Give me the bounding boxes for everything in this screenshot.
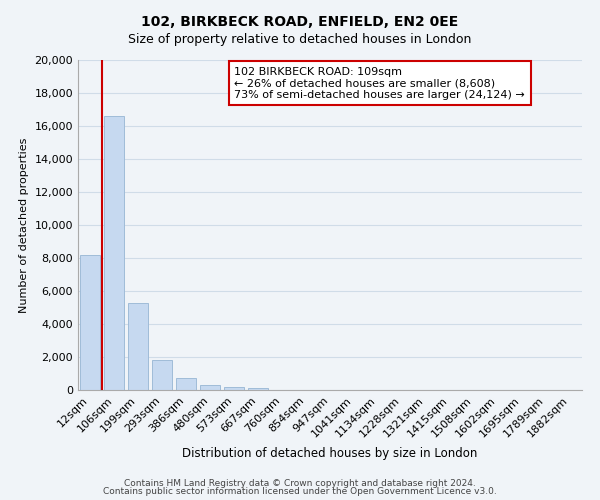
Bar: [104, 116, 124, 390]
Bar: [176, 378, 196, 390]
Text: 102 BIRKBECK ROAD: 109sqm
← 26% of detached houses are smaller (8,608)
73% of se: 102 BIRKBECK ROAD: 109sqm ← 26% of detac…: [234, 66, 525, 100]
Text: 102, BIRKBECK ROAD, ENFIELD, EN2 0EE: 102, BIRKBECK ROAD, ENFIELD, EN2 0EE: [142, 15, 458, 29]
Bar: [224, 386, 244, 390]
Bar: [248, 388, 268, 390]
Bar: [200, 385, 220, 390]
Text: Contains public sector information licensed under the Open Government Licence v3: Contains public sector information licen…: [103, 487, 497, 496]
Bar: [128, 302, 148, 390]
Y-axis label: Number of detached properties: Number of detached properties: [19, 138, 29, 312]
Text: Contains HM Land Registry data © Crown copyright and database right 2024.: Contains HM Land Registry data © Crown c…: [124, 478, 476, 488]
Text: Size of property relative to detached houses in London: Size of property relative to detached ho…: [128, 32, 472, 46]
Bar: [152, 360, 172, 390]
X-axis label: Distribution of detached houses by size in London: Distribution of detached houses by size …: [182, 447, 478, 460]
Bar: [80, 254, 100, 390]
